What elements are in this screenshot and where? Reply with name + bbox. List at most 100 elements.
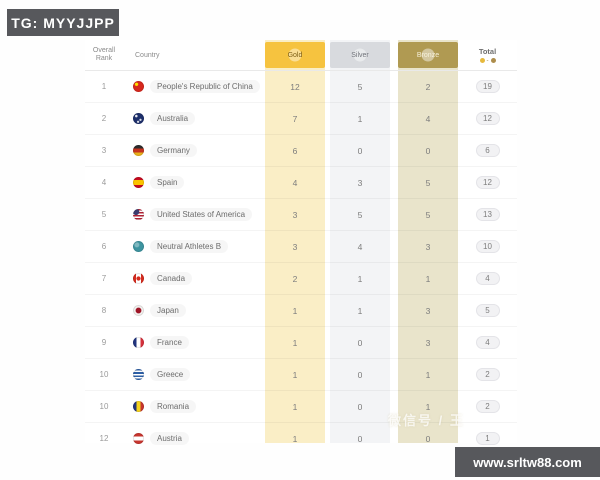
total-count: 2 [475, 368, 500, 381]
rank-cell: 10 [99, 370, 109, 379]
table-row: 4 Spain 4 3 5 12 [85, 167, 517, 199]
header-overall-rank: Overall Rank [85, 40, 123, 70]
country-name: Austria [150, 432, 189, 445]
medal-range-icons: - [479, 57, 496, 64]
silver-count: 5 [357, 81, 363, 92]
gold-count: 3 [292, 241, 298, 252]
mini-bronze-medal-icon [490, 58, 496, 63]
bronze-count: 0 [425, 433, 431, 444]
bronze-count: 1 [425, 369, 431, 380]
silver-count: 0 [357, 337, 363, 348]
table-row: 10 Romania 1 0 1 2 [85, 391, 517, 423]
header-total: Total - [458, 40, 517, 70]
rank-cell: 7 [101, 274, 107, 283]
country-cell: United States of America [123, 208, 265, 221]
country-flag-icon [133, 305, 144, 316]
rank-cell: 9 [101, 338, 107, 347]
gold-count: 6 [292, 145, 298, 156]
bronze-count: 5 [425, 209, 431, 220]
rank-cell: 2 [101, 114, 107, 123]
country-name: Germany [150, 144, 197, 157]
total-count: 13 [475, 208, 500, 221]
header-total-label: Total [478, 46, 497, 56]
column-gap [390, 40, 398, 70]
site-watermark: www.srltw88.com [455, 447, 600, 477]
gold-count: 12 [290, 81, 300, 92]
country-flag-icon [133, 337, 144, 348]
header-country: Country [135, 51, 160, 59]
bronze-medal-icon [421, 48, 435, 62]
silver-count: 1 [357, 273, 363, 284]
country-cell: Neutral Athletes B [123, 240, 265, 253]
bronze-count: 4 [425, 113, 431, 124]
rank-cell: 6 [101, 242, 107, 251]
header-bronze: Bronze [398, 42, 458, 68]
country-cell: Australia [123, 112, 265, 125]
silver-column-background [330, 40, 390, 443]
total-cell: 4 [458, 272, 517, 285]
bronze-count: 2 [425, 81, 431, 92]
total-count: 12 [475, 112, 500, 125]
total-count: 10 [475, 240, 500, 253]
bronze-count: 1 [425, 273, 431, 284]
bronze-count: 1 [425, 401, 431, 412]
country-cell: Greece [123, 368, 265, 381]
gold-column-background [265, 40, 325, 443]
silver-count: 0 [357, 433, 363, 444]
tg-watermark-badge: TG: MYYJJPP [7, 9, 119, 36]
total-cell: 19 [458, 80, 517, 93]
total-cell: 2 [458, 400, 517, 413]
table-row: 7 Canada 2 1 1 4 [85, 263, 517, 295]
bronze-count: 0 [425, 145, 431, 156]
total-count: 5 [475, 304, 500, 317]
country-flag-icon [133, 433, 144, 444]
total-cell: 13 [458, 208, 517, 221]
country-flag-icon [133, 113, 144, 124]
country-name: Australia [150, 112, 196, 125]
faint-watermark: 微信号 / 王 [388, 413, 465, 428]
silver-count: 4 [357, 241, 363, 252]
country-cell: Canada [123, 272, 265, 285]
country-flag-icon [133, 273, 144, 284]
rank-cell: 1 [101, 82, 107, 91]
header-silver: Silver [330, 42, 390, 68]
gold-count: 2 [292, 273, 298, 284]
country-flag-icon [133, 81, 144, 92]
country-name: Romania [150, 400, 197, 413]
country-name: Japan [150, 304, 186, 317]
bronze-column-background [398, 40, 458, 443]
table-row: 12 Austria 1 0 0 1 [85, 423, 517, 454]
gold-medal-icon [288, 48, 302, 62]
table-row: 10 Greece 1 0 1 2 [85, 359, 517, 391]
medal-range-separator: - [486, 57, 489, 64]
total-count: 4 [475, 336, 500, 349]
country-cell: Germany [123, 144, 265, 157]
country-flag-icon [133, 209, 144, 220]
country-name: Spain [150, 176, 185, 189]
country-name: United States of America [150, 208, 253, 221]
total-cell: 5 [458, 304, 517, 317]
bronze-count: 3 [425, 305, 431, 316]
rank-cell: 5 [101, 210, 107, 219]
total-count: 4 [475, 272, 500, 285]
country-flag-icon [133, 241, 144, 252]
silver-count: 3 [357, 177, 363, 188]
silver-count: 0 [357, 401, 363, 412]
country-flag-icon [133, 401, 144, 412]
total-count: 12 [475, 176, 500, 189]
bronze-count: 5 [425, 177, 431, 188]
medal-table: Overall Rank Country Gold Silver Bronze … [85, 40, 517, 445]
country-name: Canada [150, 272, 193, 285]
rank-cell: 3 [101, 146, 107, 155]
silver-count: 5 [357, 209, 363, 220]
total-cell: 6 [458, 144, 517, 157]
country-cell: Japan [123, 304, 265, 317]
country-name: Greece [150, 368, 191, 381]
country-flag-icon [133, 369, 144, 380]
country-name: France [150, 336, 189, 349]
total-cell: 1 [458, 432, 517, 445]
bronze-count: 3 [425, 337, 431, 348]
country-flag-icon [133, 177, 144, 188]
silver-count: 0 [357, 369, 363, 380]
